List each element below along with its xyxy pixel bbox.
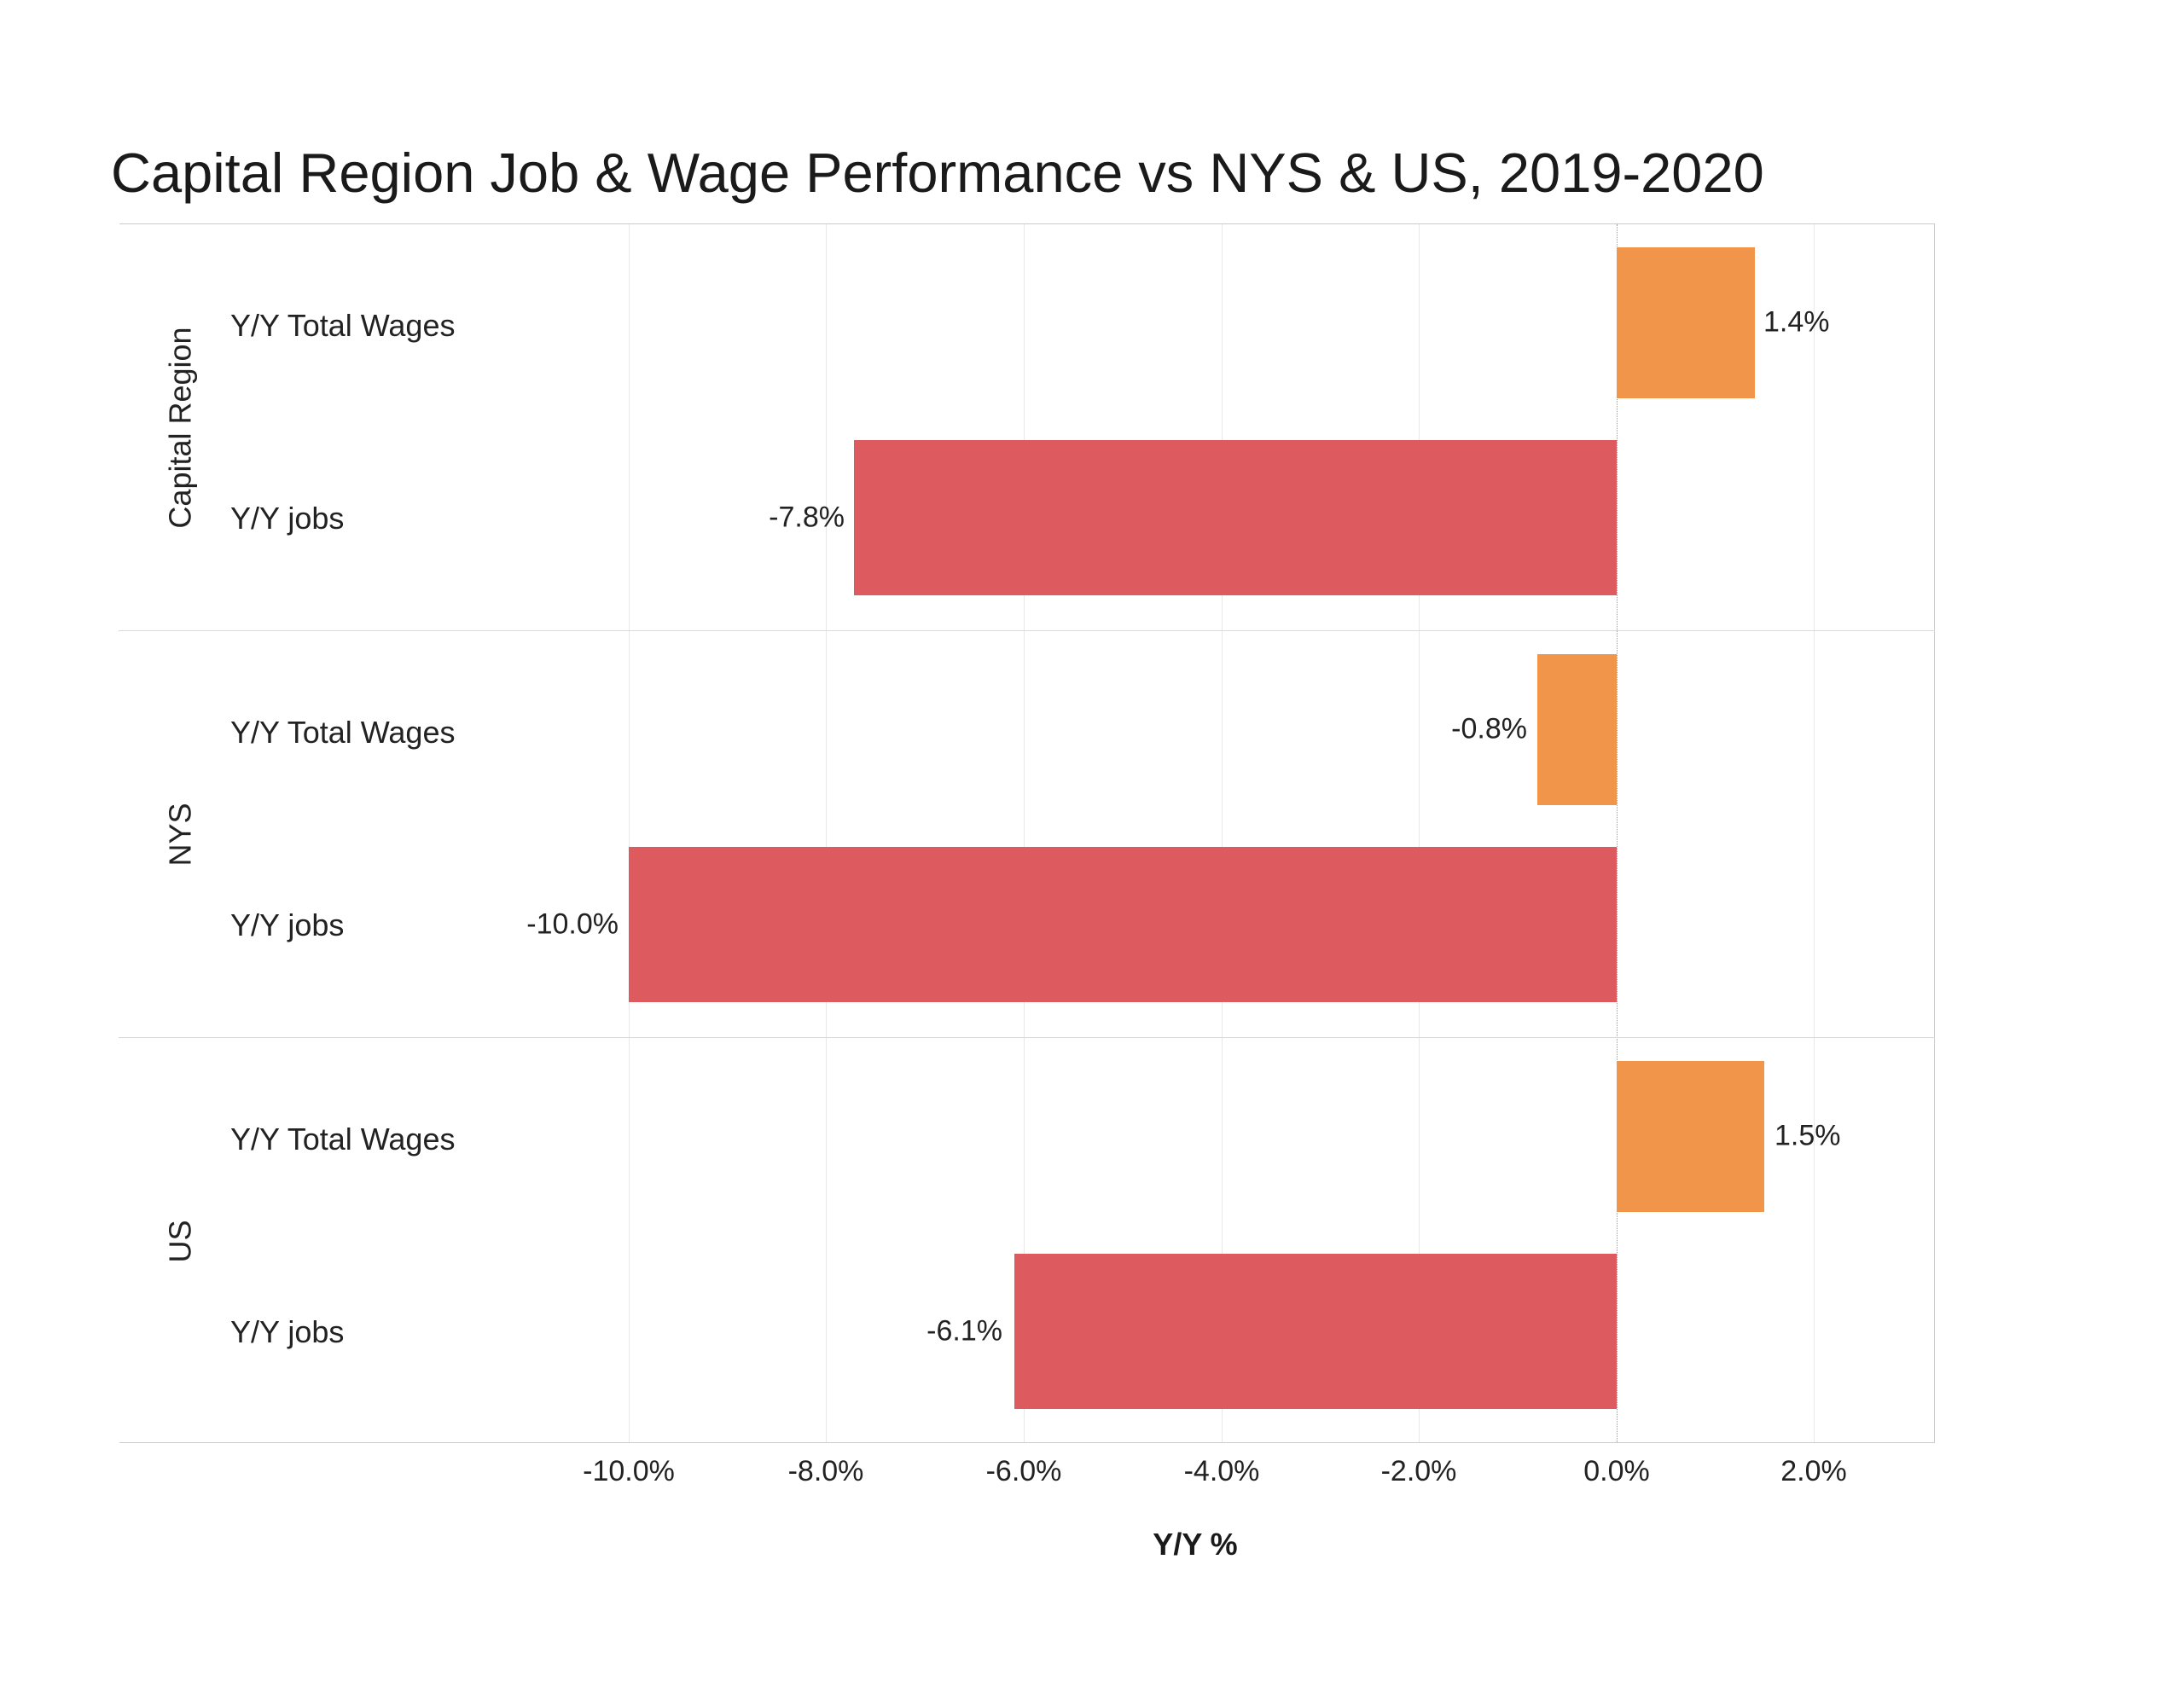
svg-text:Capital Region: Capital Region bbox=[163, 327, 198, 528]
svg-text:US: US bbox=[163, 1220, 198, 1262]
svg-text:NYS: NYS bbox=[163, 803, 198, 866]
